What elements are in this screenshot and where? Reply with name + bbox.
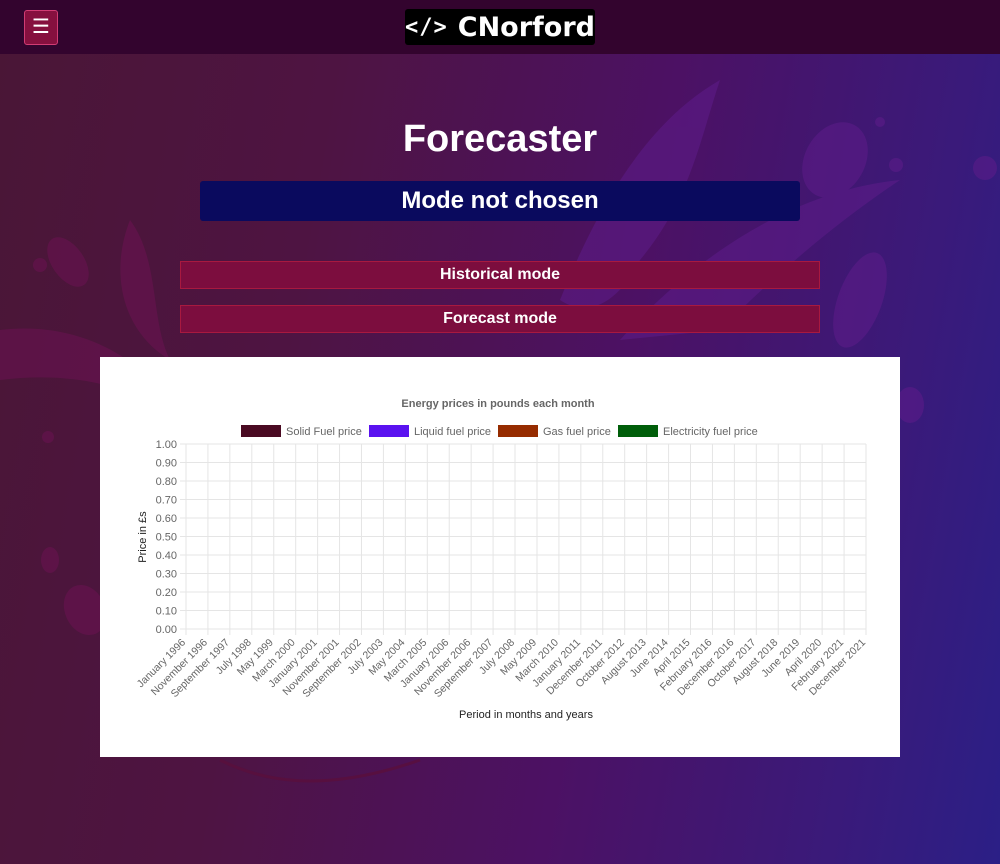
- legend-swatch: [618, 425, 658, 437]
- chart-canvas: Energy prices in pounds each month Solid…: [135, 398, 869, 721]
- legend-item[interactable]: Liquid fuel price: [369, 425, 491, 438]
- logo-code-glyph: </>: [405, 14, 448, 40]
- page-title: Forecaster: [402, 118, 598, 160]
- forecast-mode-button[interactable]: Forecast mode: [180, 305, 820, 333]
- y-tick-label: 0.60: [156, 513, 177, 525]
- hamburger-menu-button[interactable]: ☰: [24, 10, 58, 45]
- y-tick-label: 0.10: [156, 606, 177, 618]
- site-logo[interactable]: </> CNorford: [405, 9, 595, 45]
- hamburger-menu-icon: ☰: [32, 16, 50, 38]
- y-tick-label: 0.40: [156, 550, 177, 562]
- legend-label: Liquid fuel price: [414, 426, 491, 438]
- y-tick-label: 0.00: [156, 624, 177, 636]
- y-axis-ticks: 0.00 0.10 0.20 0.30 0.40 0.50 0.60 0.70 0.80 0.90…: [156, 439, 177, 636]
- logo-name: CNorford: [457, 11, 595, 43]
- legend-label: Electricity fuel price: [663, 426, 758, 438]
- legend-swatch: [498, 425, 538, 437]
- legend-swatch: [241, 425, 281, 437]
- legend-item[interactable]: Electricity fuel price: [618, 425, 758, 438]
- y-axis-label: Price in £s: [137, 511, 149, 563]
- y-tick-label: 0.50: [156, 532, 177, 544]
- y-tick-label: 0.30: [156, 569, 177, 581]
- x-axis-label: Period in months and years: [459, 709, 593, 721]
- legend-item[interactable]: Gas fuel price: [498, 425, 611, 438]
- top-navbar: ☰ </> CNorford: [0, 0, 1000, 54]
- historical-mode-button[interactable]: Historical mode: [180, 261, 820, 289]
- legend-label: Gas fuel price: [543, 426, 611, 438]
- mode-status-banner: Mode not chosen: [200, 181, 800, 221]
- y-tick-label: 1.00: [156, 439, 177, 451]
- legend-label: Solid Fuel price: [286, 426, 362, 438]
- y-tick-label: 0.90: [156, 458, 177, 470]
- legend-swatch: [369, 425, 409, 437]
- chart-grid: [180, 443, 867, 635]
- chart-legend: Solid Fuel price Liquid fuel price Gas fue…: [241, 425, 758, 438]
- energy-price-chart: Energy prices in pounds each month Solid…: [100, 357, 900, 757]
- y-tick-label: 0.80: [156, 476, 177, 488]
- legend-item[interactable]: Solid Fuel price: [241, 425, 362, 438]
- y-tick-label: 0.20: [156, 587, 177, 599]
- chart-title: Energy prices in pounds each month: [401, 398, 594, 410]
- y-tick-label: 0.70: [156, 495, 177, 507]
